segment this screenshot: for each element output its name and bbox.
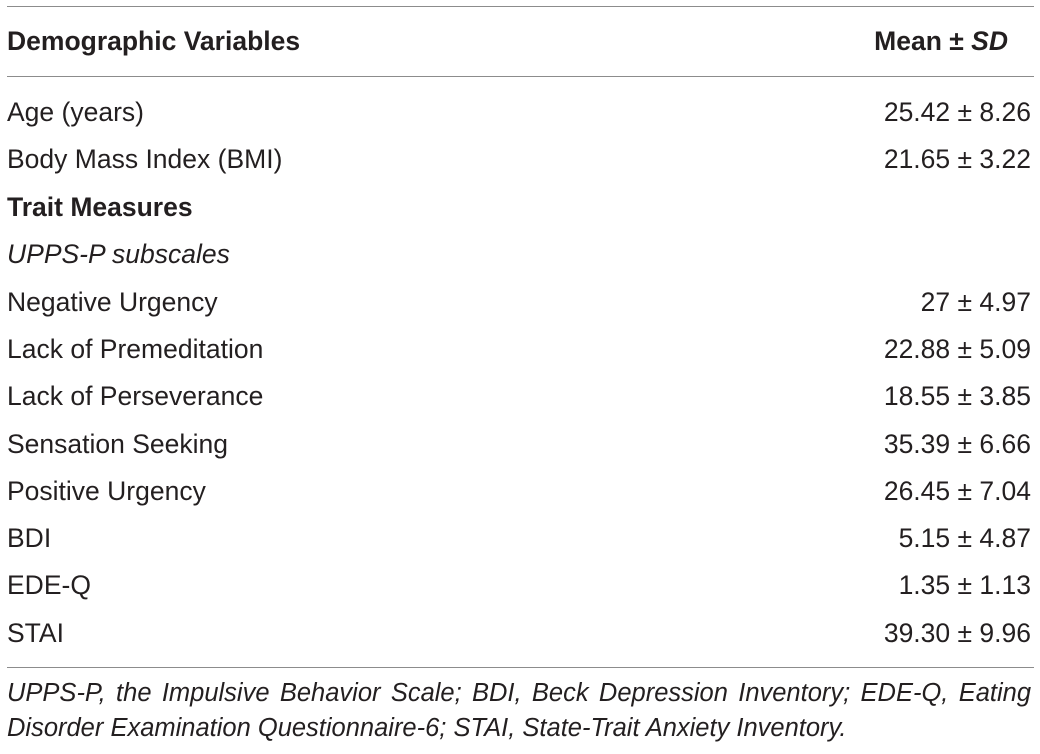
subsection-title: UPPS-P subscales bbox=[7, 238, 230, 269]
row-label: Age (years) bbox=[7, 96, 144, 127]
table-header-rule bbox=[7, 76, 1034, 77]
header-stat-prefix: Mean ± bbox=[874, 25, 972, 56]
table-row-stai: STAI 39.30 ± 9.96 bbox=[7, 613, 1031, 653]
table-bottom-rule bbox=[7, 667, 1034, 668]
row-label: Lack of Perseverance bbox=[7, 380, 264, 411]
row-label: STAI bbox=[7, 617, 64, 648]
row-label: Positive Urgency bbox=[7, 475, 206, 506]
table-row-lack-of-perseverance: Lack of Perseverance 18.55 ± 3.85 bbox=[7, 376, 1031, 416]
row-value: 22.88 ± 5.09 bbox=[883, 333, 1031, 364]
row-label: EDE-Q bbox=[7, 569, 91, 600]
row-value: 25.42 ± 8.26 bbox=[883, 96, 1031, 127]
row-label: BDI bbox=[7, 522, 52, 553]
row-value: 21.65 ± 3.22 bbox=[883, 143, 1031, 174]
table-row-bdi: BDI 5.15 ± 4.87 bbox=[7, 518, 1031, 558]
row-label: Lack of Premeditation bbox=[7, 333, 264, 364]
header-variable-label: Demographic Variables bbox=[7, 25, 301, 56]
row-value: 26.45 ± 7.04 bbox=[883, 475, 1031, 506]
row-label: Body Mass Index (BMI) bbox=[7, 143, 283, 174]
table-row-upps-subscales: UPPS-P subscales bbox=[7, 234, 1031, 274]
row-label: Negative Urgency bbox=[7, 286, 218, 317]
table-row-positive-urgency: Positive Urgency 26.45 ± 7.04 bbox=[7, 471, 1031, 511]
row-value: 18.55 ± 3.85 bbox=[883, 380, 1031, 411]
table-footnote: UPPS-P, the Impulsive Behavior Scale; BD… bbox=[7, 679, 1031, 742]
header-stat-label: Mean ± SD bbox=[874, 26, 1031, 57]
header-stat-italic: SD bbox=[971, 25, 1008, 56]
row-value: 5.15 ± 4.87 bbox=[898, 522, 1031, 553]
table-row-ede-q: EDE-Q 1.35 ± 1.13 bbox=[7, 565, 1031, 605]
table-row-trait-measures: Trait Measures bbox=[7, 187, 1031, 227]
row-value: 1.35 ± 1.13 bbox=[898, 569, 1031, 600]
table-row-age: Age (years) 25.42 ± 8.26 bbox=[7, 92, 1031, 132]
row-value: 39.30 ± 9.96 bbox=[883, 617, 1031, 648]
row-value: 27 ± 4.97 bbox=[920, 286, 1031, 317]
table-header-row: Demographic Variables Mean ± SD bbox=[7, 21, 1031, 61]
table-row-sensation-seeking: Sensation Seeking 35.39 ± 6.66 bbox=[7, 424, 1031, 464]
row-value: 35.39 ± 6.66 bbox=[883, 428, 1031, 459]
table-row-bmi: Body Mass Index (BMI) 21.65 ± 3.22 bbox=[7, 139, 1031, 179]
row-label: Sensation Seeking bbox=[7, 428, 228, 459]
table-row-lack-of-premeditation: Lack of Premeditation 22.88 ± 5.09 bbox=[7, 329, 1031, 369]
section-title: Trait Measures bbox=[7, 191, 193, 222]
table-top-rule bbox=[7, 6, 1034, 7]
table-row-negative-urgency: Negative Urgency 27 ± 4.97 bbox=[7, 282, 1031, 322]
